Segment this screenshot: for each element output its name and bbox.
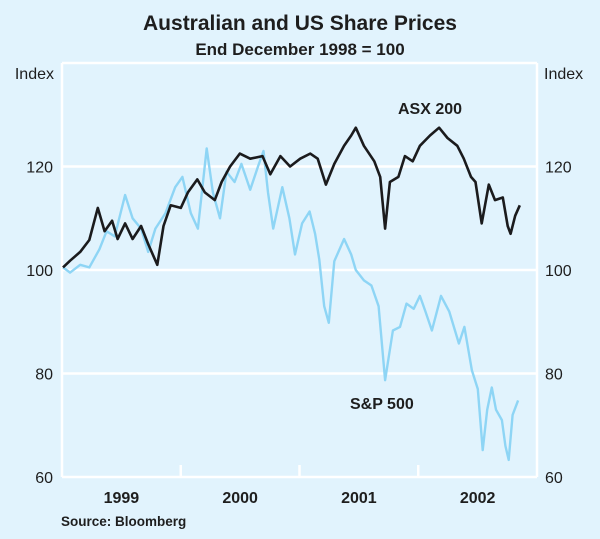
series-lines bbox=[62, 126, 521, 462]
gridlines bbox=[62, 165, 537, 375]
y-tick-right-60: 60 bbox=[545, 470, 563, 487]
series-label-asx-200: ASX 200 bbox=[398, 101, 462, 118]
y-tick-right-120: 120 bbox=[545, 160, 572, 177]
y-tick-left-60: 60 bbox=[35, 470, 53, 487]
series-line-asx-200 bbox=[62, 126, 521, 269]
y-tick-right-100: 100 bbox=[545, 263, 572, 280]
x-tick-2002: 2002 bbox=[460, 490, 496, 507]
y-tick-left-120: 120 bbox=[26, 160, 53, 177]
series-label-sp-500: S&P 500 bbox=[350, 396, 414, 413]
series-line-s-p-500 bbox=[62, 147, 520, 462]
y-tick-right-80: 80 bbox=[545, 367, 563, 384]
y-axis-label-left: Index bbox=[15, 66, 54, 83]
y-axis-label-right: Index bbox=[544, 66, 583, 83]
x-tick-1999: 1999 bbox=[104, 490, 140, 507]
x-tick-labels: 1999 2000 2001 2002 bbox=[104, 465, 496, 507]
y-tick-labels: 60 60 80 80 100 100 120 120 bbox=[26, 160, 572, 488]
chart-title: Australian and US Share Prices bbox=[143, 12, 457, 35]
x-tick-2000: 2000 bbox=[222, 490, 258, 507]
x-tick-2001: 2001 bbox=[341, 490, 377, 507]
y-tick-left-80: 80 bbox=[35, 367, 53, 384]
source-note: Source: Bloomberg bbox=[61, 514, 186, 529]
chart-subtitle: End December 1998 = 100 bbox=[195, 40, 404, 59]
y-tick-left-100: 100 bbox=[26, 263, 53, 280]
